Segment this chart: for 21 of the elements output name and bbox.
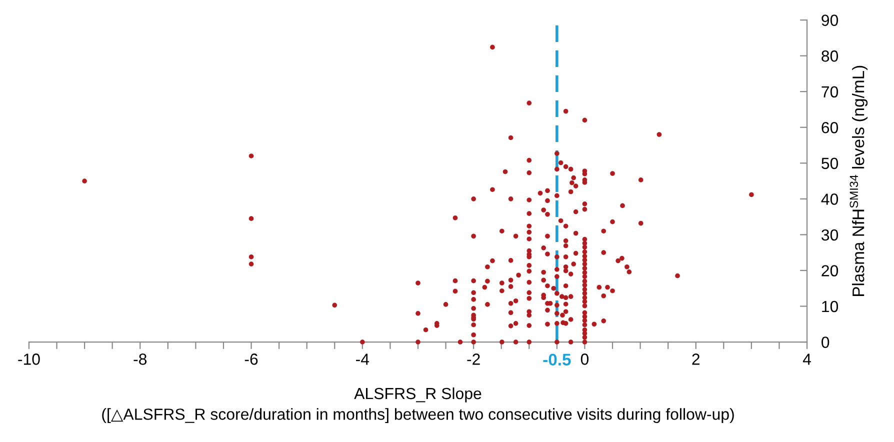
x-tick-label: -8 [134, 354, 147, 365]
x-tick-label: -2 [467, 354, 480, 365]
y-tick-label: 40 [821, 194, 838, 205]
x-tick-label: -10 [18, 354, 40, 365]
x-tick-label: -4 [356, 354, 370, 365]
x-tick-label: -6 [244, 354, 258, 365]
ref-line-label: -0.5 [543, 354, 571, 366]
y-tick-label: 70 [822, 86, 838, 98]
y-tick-label: 20 [822, 265, 838, 276]
y-tick-label: 50 [822, 158, 838, 170]
x-tick-label: 0 [580, 354, 589, 365]
y-tick-label: 0 [822, 336, 830, 348]
x-tick-label: 2 [692, 354, 700, 365]
x-axis-title: ALSFRS_R Slope ([△ALSFRS_R score/duration in months] between two consecutive visits during follow-up) [102, 387, 734, 424]
y-tick-label: 60 [822, 122, 838, 134]
y-tick-label: 80 [822, 50, 838, 62]
y-tick-label: 10 [822, 300, 838, 312]
x-tick-label: 4 [802, 354, 811, 365]
y-tick-label: 90 [822, 14, 838, 26]
y-tick-label: 30 [822, 229, 838, 241]
y-axis-title: Plasma NfH$^{SMI34}$ levels (ng/mL) [850, 66, 868, 296]
